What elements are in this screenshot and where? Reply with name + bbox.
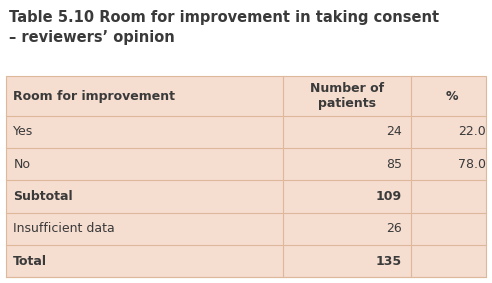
Text: 109: 109	[376, 190, 402, 203]
Text: 135: 135	[376, 255, 402, 268]
Text: Insufficient data: Insufficient data	[13, 222, 115, 235]
Bar	[6, 76, 486, 277]
Text: 24: 24	[386, 125, 402, 138]
Text: Number of
patients: Number of patients	[310, 82, 384, 110]
Text: – reviewers’ opinion: – reviewers’ opinion	[9, 30, 175, 45]
Text: Table 5.10 Room for improvement in taking consent: Table 5.10 Room for improvement in takin…	[9, 10, 439, 25]
Text: 26: 26	[386, 222, 402, 235]
Text: %: %	[445, 89, 458, 102]
Text: Total: Total	[13, 255, 47, 268]
Text: Room for improvement: Room for improvement	[13, 89, 175, 102]
Text: 22.0: 22.0	[459, 125, 486, 138]
Text: Yes: Yes	[13, 125, 33, 138]
Text: 85: 85	[386, 158, 402, 171]
Text: No: No	[13, 158, 31, 171]
Text: Subtotal: Subtotal	[13, 190, 73, 203]
Text: 78.0: 78.0	[458, 158, 486, 171]
